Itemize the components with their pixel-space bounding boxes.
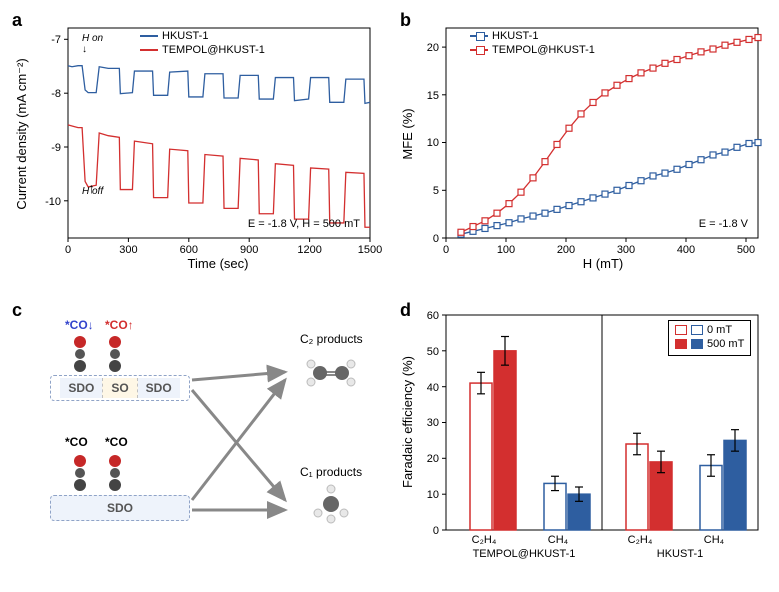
co-down-label: *CO↓ bbox=[65, 318, 94, 332]
svg-text:10: 10 bbox=[427, 137, 439, 149]
top-box-cell-0: SDO bbox=[60, 378, 102, 398]
svg-text:C₂H₄: C₂H₄ bbox=[472, 534, 497, 546]
panel-a-condition: E = -1.8 V, H = 500 mT bbox=[248, 218, 360, 230]
svg-text:20: 20 bbox=[427, 453, 439, 465]
svg-text:40: 40 bbox=[427, 382, 439, 394]
panel-a-xlabel: Time (sec) bbox=[188, 256, 249, 271]
panel-a-legend: HKUST-1 TEMPOL@HKUST-1 bbox=[140, 30, 265, 58]
svg-text:-7: -7 bbox=[51, 34, 61, 46]
c1-label: C₁ products bbox=[300, 465, 362, 479]
co-top-2-icon bbox=[105, 334, 125, 374]
svg-text:1500: 1500 bbox=[358, 244, 382, 256]
svg-text:0: 0 bbox=[65, 244, 71, 256]
svg-text:300: 300 bbox=[617, 244, 635, 256]
svg-text:15: 15 bbox=[427, 90, 439, 102]
co-top-1-icon bbox=[70, 334, 90, 374]
svg-text:CH₄: CH₄ bbox=[548, 534, 569, 546]
top-box: SDO SO SDO bbox=[50, 375, 190, 401]
panel-b-condition: E = -1.8 V bbox=[699, 218, 748, 230]
top-box-cell-1: SO bbox=[102, 378, 137, 398]
bottom-box-cell: SDO bbox=[99, 498, 141, 518]
panel-d-legend-0: 0 mT bbox=[707, 324, 732, 336]
co-plain-1-label: *CO bbox=[65, 435, 88, 449]
bottom-box: SDO bbox=[50, 495, 190, 521]
co-up-label: *CO↑ bbox=[105, 318, 134, 332]
panel-a-ylabel: Current density (mA cm⁻²) bbox=[14, 58, 29, 209]
svg-text:300: 300 bbox=[119, 244, 137, 256]
svg-text:CH₄: CH₄ bbox=[704, 534, 725, 546]
panel-b-ylabel: MFE (%) bbox=[400, 108, 415, 159]
panel-d: d 0 10 20 30 40 50 60 C₂H₄CH₄ C₂H₄CH₄ TE… bbox=[398, 300, 773, 575]
panel-d-cat-2: HKUST-1 bbox=[657, 548, 703, 560]
ethylene-icon bbox=[305, 350, 357, 394]
svg-text:600: 600 bbox=[180, 244, 198, 256]
panel-c-arrows bbox=[190, 350, 295, 530]
co-bot-2-icon bbox=[105, 453, 125, 493]
svg-text:0: 0 bbox=[433, 233, 439, 245]
panel-b-xlabel: H (mT) bbox=[583, 256, 623, 271]
panel-a-h-on: H on↓ bbox=[82, 33, 103, 55]
svg-text:-9: -9 bbox=[51, 142, 61, 154]
svg-text:50: 50 bbox=[427, 346, 439, 358]
svg-text:-8: -8 bbox=[51, 88, 61, 100]
panel-a-legend-1: HKUST-1 bbox=[162, 30, 208, 42]
panel-b-legend-2: TEMPOL@HKUST-1 bbox=[492, 44, 595, 56]
panel-c-label: c bbox=[12, 300, 22, 321]
svg-text:20: 20 bbox=[427, 42, 439, 54]
svg-text:100: 100 bbox=[497, 244, 515, 256]
panel-d-ylabel: Faradaic efficiency (%) bbox=[400, 356, 415, 488]
svg-text:400: 400 bbox=[677, 244, 695, 256]
svg-text:60: 60 bbox=[427, 310, 439, 322]
panel-b-legend: HKUST-1 TEMPOL@HKUST-1 bbox=[470, 30, 595, 58]
svg-text:-10: -10 bbox=[45, 196, 61, 208]
svg-text:500: 500 bbox=[737, 244, 755, 256]
svg-text:30: 30 bbox=[427, 417, 439, 429]
svg-text:10: 10 bbox=[427, 489, 439, 501]
panel-c: c *CO↓ *CO↑ SDO SO SDO *CO *CO SDO C₂ pr… bbox=[10, 300, 385, 575]
top-box-cell-2: SDO bbox=[138, 378, 180, 398]
methane-icon bbox=[310, 483, 352, 525]
svg-text:0: 0 bbox=[443, 244, 449, 256]
panel-d-cat-1: TEMPOL@HKUST-1 bbox=[473, 548, 576, 560]
panel-a: a -7 -8 -9 -10 0 300 600 900 1200 1500 T bbox=[10, 10, 385, 275]
co-bot-1-icon bbox=[70, 453, 90, 493]
panel-b: b 0 5 10 15 20 0 100 200 300 400 500 H (… bbox=[398, 10, 773, 275]
svg-text:5: 5 bbox=[433, 185, 439, 197]
panel-a-legend-2: TEMPOL@HKUST-1 bbox=[162, 44, 265, 56]
panel-d-legend: 0 mT 500 mT bbox=[668, 320, 751, 356]
c2-label: C₂ products bbox=[300, 332, 363, 346]
panel-b-legend-1: HKUST-1 bbox=[492, 30, 538, 42]
svg-text:0: 0 bbox=[433, 525, 439, 537]
svg-text:C₂H₄: C₂H₄ bbox=[628, 534, 653, 546]
svg-text:900: 900 bbox=[240, 244, 258, 256]
co-plain-2-label: *CO bbox=[105, 435, 128, 449]
svg-text:1200: 1200 bbox=[297, 244, 321, 256]
panel-d-legend-1: 500 mT bbox=[707, 338, 744, 350]
svg-text:200: 200 bbox=[557, 244, 575, 256]
